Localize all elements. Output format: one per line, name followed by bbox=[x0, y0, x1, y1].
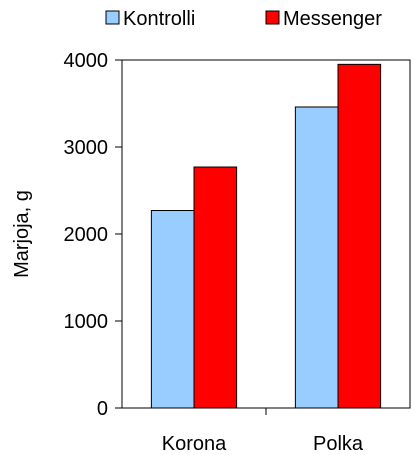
y-tick-label: 2000 bbox=[64, 224, 109, 246]
legend-swatch-messenger bbox=[265, 10, 280, 25]
y-tick-label: 4000 bbox=[64, 50, 109, 72]
bar-messenger-korona bbox=[193, 166, 238, 409]
bar-kontrolli-polka bbox=[294, 106, 339, 409]
x-tick-label: Polka bbox=[313, 433, 364, 455]
y-tick-label: 0 bbox=[97, 398, 108, 420]
y-axis-title: Marjoja, g bbox=[11, 190, 33, 278]
y-tick-label: 1000 bbox=[64, 311, 109, 333]
legend-swatch-kontrolli bbox=[105, 10, 120, 25]
legend-label-kontrolli: Kontrolli bbox=[123, 8, 195, 30]
legend: Kontrolli Messenger bbox=[105, 8, 382, 30]
x-tick-label: Korona bbox=[162, 433, 227, 455]
legend-label-messenger: Messenger bbox=[283, 8, 382, 30]
bar-messenger-polka bbox=[337, 63, 382, 409]
plot-area: 0 1000 2000 3000 4000 Korona Polka bbox=[64, 50, 411, 455]
bar-kontrolli-korona bbox=[150, 210, 195, 409]
y-tick-label: 3000 bbox=[64, 137, 109, 159]
